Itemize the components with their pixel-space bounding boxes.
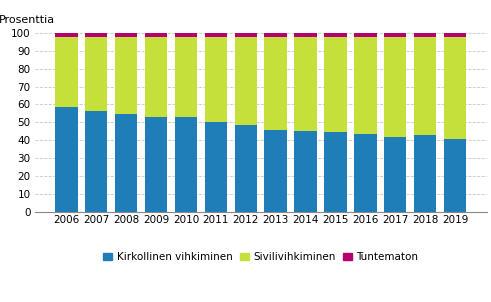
Bar xyxy=(265,33,287,37)
Bar xyxy=(145,117,167,212)
Bar xyxy=(295,130,317,212)
Bar xyxy=(175,117,197,212)
Bar xyxy=(444,37,466,139)
Bar xyxy=(324,37,347,132)
Bar xyxy=(414,37,436,135)
Bar xyxy=(115,33,137,37)
Bar xyxy=(115,37,137,114)
Bar xyxy=(384,33,407,37)
Bar xyxy=(175,37,197,117)
Bar xyxy=(444,33,466,37)
Bar xyxy=(55,37,78,107)
Bar xyxy=(145,37,167,117)
Bar xyxy=(115,114,137,212)
Bar xyxy=(175,33,197,37)
Bar xyxy=(354,33,377,37)
Bar xyxy=(265,37,287,130)
Bar xyxy=(414,33,436,37)
Bar xyxy=(235,33,257,37)
Bar xyxy=(354,134,377,212)
Text: Prosenttia: Prosenttia xyxy=(0,15,55,25)
Bar xyxy=(324,33,347,37)
Bar xyxy=(55,33,78,37)
Bar xyxy=(235,125,257,212)
Bar xyxy=(444,139,466,212)
Bar xyxy=(324,132,347,212)
Bar xyxy=(384,137,407,212)
Legend: Kirkollinen vihkiminen, Sivilivihkiminen, Tuntematon: Kirkollinen vihkiminen, Sivilivihkiminen… xyxy=(101,250,420,264)
Bar xyxy=(85,33,108,37)
Bar xyxy=(295,37,317,130)
Bar xyxy=(205,33,227,37)
Bar xyxy=(354,37,377,134)
Bar xyxy=(205,122,227,212)
Bar xyxy=(414,135,436,212)
Bar xyxy=(384,37,407,137)
Bar xyxy=(235,37,257,125)
Bar xyxy=(295,33,317,37)
Bar xyxy=(85,37,108,111)
Bar xyxy=(145,33,167,37)
Bar xyxy=(85,111,108,212)
Bar xyxy=(205,37,227,122)
Bar xyxy=(265,130,287,212)
Bar xyxy=(55,107,78,212)
